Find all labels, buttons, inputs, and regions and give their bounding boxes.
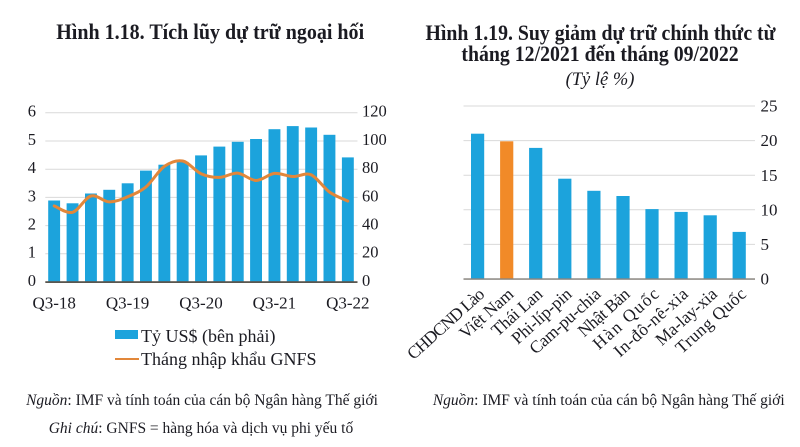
svg-text:20: 20 (761, 131, 778, 150)
svg-text:5: 5 (28, 130, 36, 149)
svg-text:0: 0 (28, 271, 36, 290)
svg-text:Q3-20: Q3-20 (179, 294, 222, 313)
svg-text:Q3-18: Q3-18 (32, 294, 75, 313)
svg-text:25: 25 (761, 97, 778, 116)
svg-text:Q3-22: Q3-22 (326, 294, 369, 313)
svg-text:0: 0 (761, 270, 770, 289)
svg-text:100: 100 (362, 130, 387, 149)
svg-text:1: 1 (28, 243, 36, 262)
svg-text:120: 120 (362, 102, 387, 121)
svg-text:4: 4 (28, 158, 36, 177)
svg-text:40: 40 (362, 215, 379, 234)
svg-text:6: 6 (28, 102, 36, 121)
svg-text:Q3-19: Q3-19 (106, 294, 149, 313)
svg-text:0: 0 (362, 271, 370, 290)
svg-text:15: 15 (761, 166, 778, 185)
svg-text:Q3-21: Q3-21 (253, 294, 296, 313)
svg-text:2: 2 (28, 215, 36, 234)
svg-text:5: 5 (761, 235, 770, 254)
svg-text:10: 10 (761, 200, 778, 219)
svg-text:60: 60 (362, 186, 379, 205)
svg-text:80: 80 (362, 158, 379, 177)
svg-text:20: 20 (362, 243, 379, 262)
svg-text:3: 3 (28, 186, 36, 205)
